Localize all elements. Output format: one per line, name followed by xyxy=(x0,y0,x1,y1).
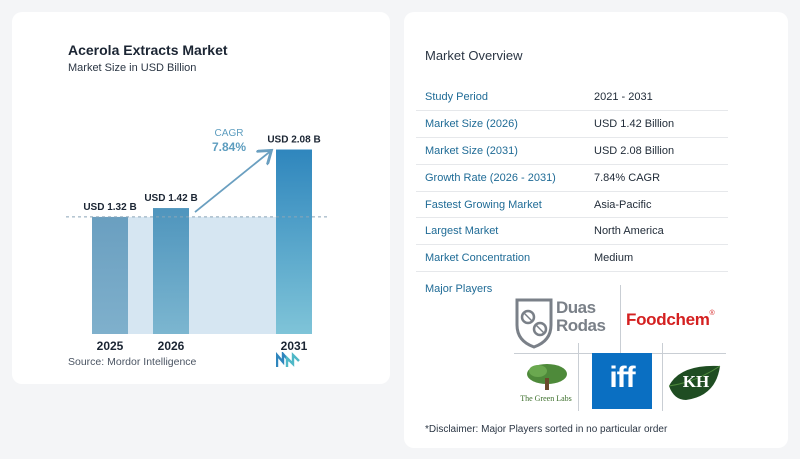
value-label: USD 1.32 B xyxy=(83,202,136,213)
foodchem-logo: Foodchem® xyxy=(626,310,730,334)
green-labs-tree-icon xyxy=(527,364,567,390)
table-row: Market Size (2026) USD 1.42 Billion xyxy=(416,110,728,139)
row-key: Growth Rate (2026 - 2031) xyxy=(416,164,584,192)
shaded-area xyxy=(128,216,153,334)
value-label: USD 1.42 B xyxy=(144,193,197,204)
row-value: USD 1.42 Billion xyxy=(584,110,728,139)
table-row: Growth Rate (2026 - 2031) 7.84% CAGR xyxy=(416,164,728,192)
row-key: Largest Market xyxy=(416,217,584,246)
value-label: USD 2.08 B xyxy=(267,135,320,146)
bar-2031 xyxy=(276,149,312,334)
market-overview-table: Study Period 2021 - 2031 Market Size (202… xyxy=(416,84,728,273)
chart-subtitle: Market Size in USD Billion xyxy=(68,62,197,74)
shaded-area xyxy=(189,216,276,334)
bar-chart: CAGR 7.84% USD 1.32 B 2025 USD 1.42 B 2026 U… xyxy=(66,128,330,353)
row-value: North America xyxy=(584,217,728,246)
foodchem-text: Foodchem xyxy=(626,310,710,329)
cagr-arrow xyxy=(194,152,270,213)
kh-leaf-icon xyxy=(668,365,721,400)
kh-text: KH xyxy=(682,372,710,391)
kh-logo: KH xyxy=(666,362,728,406)
table-row: Study Period 2021 - 2031 xyxy=(416,84,728,112)
category-label: 2031 xyxy=(281,339,308,353)
row-key: Fastest Growing Market xyxy=(416,191,584,219)
logo-divider xyxy=(578,343,579,411)
duas-rodas-shield-icon xyxy=(515,298,553,349)
duas-rodas-text: Rodas xyxy=(556,316,606,335)
row-value: 2021 - 2031 xyxy=(584,84,728,112)
logo-divider xyxy=(620,285,621,353)
category-label: 2026 xyxy=(158,339,185,353)
green-labs-logo: The Green Labs xyxy=(514,362,576,408)
mordor-intelligence-logo xyxy=(276,352,300,367)
major-players-title: Major Players xyxy=(425,283,493,295)
disclaimer: *Disclaimer: Major Players sorted in no … xyxy=(425,424,668,435)
market-overview-title: Market Overview xyxy=(425,48,523,63)
row-value: 7.84% CAGR xyxy=(584,164,728,192)
source-text: Source: Mordor Intelligence xyxy=(68,356,197,368)
duas-rodas-logo: Duas Rodas xyxy=(514,297,618,353)
row-value: Medium xyxy=(584,244,728,273)
row-value: Asia-Pacific xyxy=(584,191,728,219)
cagr-label: CAGR xyxy=(215,128,244,139)
registered-mark: ® xyxy=(709,310,715,317)
row-key: Study Period xyxy=(416,84,584,112)
row-key: Market Concentration xyxy=(416,244,584,273)
duas-rodas-text: Duas xyxy=(556,298,596,317)
table-row: Fastest Growing Market Asia-Pacific xyxy=(416,191,728,219)
row-value: USD 2.08 Billion xyxy=(584,137,728,165)
iff-logo: iff xyxy=(592,353,652,409)
row-key: Market Size (2026) xyxy=(416,110,584,139)
cagr-value: 7.84% xyxy=(212,140,246,154)
table-row: Largest Market North America xyxy=(416,217,728,246)
table-row: Market Size (2031) USD 2.08 Billion xyxy=(416,137,728,165)
bar-2026 xyxy=(153,208,189,334)
bar-2025 xyxy=(92,216,128,334)
iff-text: iff xyxy=(609,361,635,394)
table-row: Market Concentration Medium xyxy=(416,244,728,273)
logo-divider xyxy=(662,343,663,411)
row-key: Market Size (2031) xyxy=(416,137,584,165)
market-overview-card: Market Overview Study Period 2021 - 2031 … xyxy=(404,12,788,448)
chart-title: Acerola Extracts Market xyxy=(68,42,228,58)
category-label: 2025 xyxy=(97,339,124,353)
green-labs-text: The Green Labs xyxy=(520,394,572,403)
